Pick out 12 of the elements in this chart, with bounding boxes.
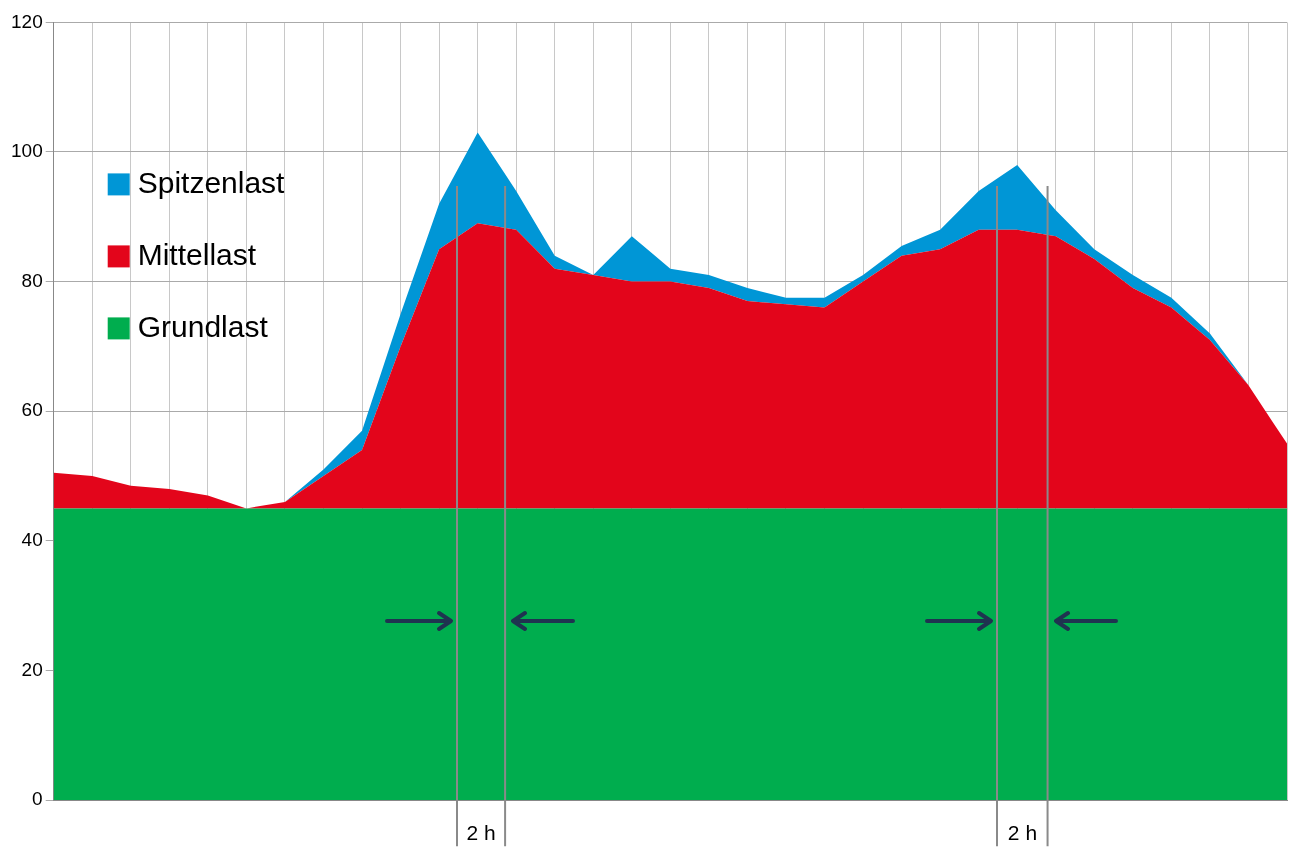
y-tick-label: 40 xyxy=(21,529,43,551)
y-tick-label: 80 xyxy=(21,269,43,291)
text: 2 h xyxy=(1007,820,1038,844)
text: 2 h xyxy=(466,820,496,844)
legend-label: Spitzenlast xyxy=(137,165,286,199)
y-tick-label: 20 xyxy=(21,658,43,680)
legend-label: Grundlast xyxy=(137,309,269,343)
y-tick-label: 60 xyxy=(21,399,43,421)
y-tick-label: 100 xyxy=(11,140,43,162)
y-tick-label: 0 xyxy=(32,788,43,810)
y-tick-label: 120 xyxy=(11,10,43,32)
legend-label: Mittellast xyxy=(137,237,257,271)
